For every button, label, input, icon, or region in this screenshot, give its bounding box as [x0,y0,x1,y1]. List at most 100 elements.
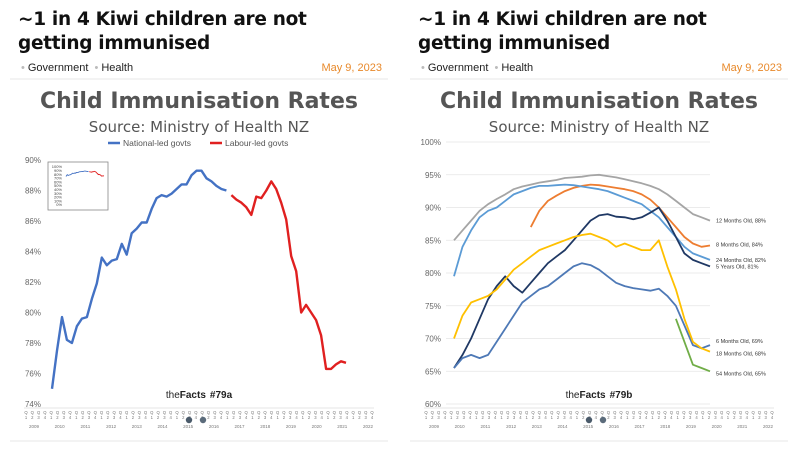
x-year-label: 2011 [481,424,491,429]
series-line [453,232,711,353]
article-headline[interactable]: ~1 in 4 Kiwi children are not getting im… [18,9,307,54]
article-card-b[interactable]: ~1 in 4 Kiwi children are not getting im… [410,0,790,450]
tag-health[interactable]: Health [501,62,534,74]
x-quarter-tick: 1 [176,415,179,420]
article-tags: • Government • Health [18,62,133,74]
x-quarter-tick: Q [720,410,724,415]
x-quarter-tick: 4 [746,415,749,420]
x-quarter-tick: Q [538,410,542,415]
x-quarter-tick: 2 [358,415,361,420]
x-quarter-tick: 3 [639,415,642,420]
chart-image-b[interactable]: Child Immunisation Rates Source: Ministry… [410,80,788,440]
brand-name: Facts [180,390,207,401]
article-headline[interactable]: ~1 in 4 Kiwi children are not getting im… [418,9,707,54]
x-quarter-tick: 1 [302,415,305,420]
x-year-label: 2020 [712,424,723,429]
series-line [453,183,711,277]
x-year-label: 2013 [132,424,143,429]
series-line [453,206,711,369]
x-quarter-tick: 4 [494,415,497,420]
x-quarter-tick: Q [733,410,737,415]
x-quarter-tick: Q [714,410,718,415]
x-quarter-tick: Q [169,410,173,415]
x-quarter-tick: Q [163,410,167,415]
x-quarter-tick: 2 [582,415,585,420]
x-quarter-tick: 4 [444,415,447,420]
x-quarter-tick: Q [370,410,374,415]
x-quarter-tick: 1 [125,415,128,420]
x-quarter-tick: Q [481,410,485,415]
x-quarter-tick: Q [295,410,299,415]
x-quarter-tick: Q [125,410,129,415]
x-quarter-tick: Q [751,410,755,415]
x-quarter-tick: 1 [425,415,428,420]
x-quarter-tick: 2 [81,415,84,420]
series-line [453,262,711,369]
x-quarter-tick: 1 [276,415,279,420]
x-year-label: 2016 [609,424,620,429]
y-tick-label: 82% [25,278,41,287]
x-quarter-tick: Q [468,410,472,415]
y-tick-label: 74% [25,400,41,409]
x-quarter-tick: Q [739,410,743,415]
x-quarter-tick: 3 [739,415,742,420]
x-quarter-tick: Q [450,410,454,415]
x-quarter-tick: 4 [346,415,349,420]
x-quarter-tick: Q [119,410,123,415]
inset-y-tick: 100% [52,164,63,169]
x-quarter-tick: 2 [758,415,761,420]
x-year-label: 2019 [686,424,697,429]
x-quarter-tick: 2 [182,415,185,420]
x-quarter-tick: Q [175,410,179,415]
x-quarter-tick: 2 [708,415,711,420]
x-quarter-tick: Q [150,410,154,415]
series-end-label: 18 Months Old, 68% [716,352,766,358]
x-quarter-tick: 1 [75,415,78,420]
x-quarter-tick: Q [456,410,460,415]
bullet-icon: • [494,62,499,74]
bullet-icon: • [21,62,25,74]
x-quarter-tick: Q [431,410,435,415]
x-quarter-tick: 4 [645,415,648,420]
x-quarter-tick: 2 [56,415,59,420]
x-quarter-tick: 4 [245,415,248,420]
article-card-a[interactable]: ~1 in 4 Kiwi children are not getting im… [10,0,390,450]
x-quarter-tick: 1 [450,415,453,420]
x-quarter-tick: 1 [151,415,154,420]
series-end-label: 54 Months Old, 65% [716,371,766,377]
x-quarter-tick: 4 [721,415,724,420]
inset-y-tick: 0% [56,202,62,207]
series-end-label: 5 Years Old, 81% [716,264,759,270]
x-quarter-tick: Q [626,410,630,415]
x-quarter-tick: 1 [475,415,478,420]
x-quarter-tick: Q [556,410,560,415]
x-quarter-tick: Q [156,410,160,415]
x-quarter-tick: 3 [214,415,217,420]
x-quarter-tick: 4 [270,415,273,420]
y-tick-label: 90% [425,204,441,213]
x-year-label: 2010 [55,424,66,429]
x-quarter-tick: 3 [339,415,342,420]
x-quarter-tick: Q [500,410,504,415]
x-quarter-tick: Q [487,410,491,415]
inset-y-tick: 30% [54,191,62,196]
x-quarter-tick: 4 [195,415,198,420]
x-quarter-tick: Q [563,410,567,415]
legend-label: Labour-led govts [225,138,288,148]
x-quarter-tick: Q [81,410,85,415]
y-tick-label: 88% [25,187,41,196]
series-end-label: 24 Months Old, 82% [716,258,766,264]
x-quarter-tick: Q [226,410,230,415]
x-year-label: 2018 [260,424,271,429]
x-quarter-tick: 3 [765,415,768,420]
x-year-label: 2017 [635,424,646,429]
tag-government[interactable]: Government [27,62,89,74]
tag-government[interactable]: Government [427,62,489,74]
chart-image-a[interactable]: Child Immunisation Rates Source: Ministry… [10,80,388,440]
x-quarter-tick: Q [307,410,311,415]
tag-health[interactable]: Health [101,62,134,74]
x-quarter-tick: Q [443,410,447,415]
x-quarter-tick: Q [689,410,693,415]
x-quarter-tick: 3 [664,415,667,420]
chart-title: Child Immunisation Rates [440,89,758,114]
